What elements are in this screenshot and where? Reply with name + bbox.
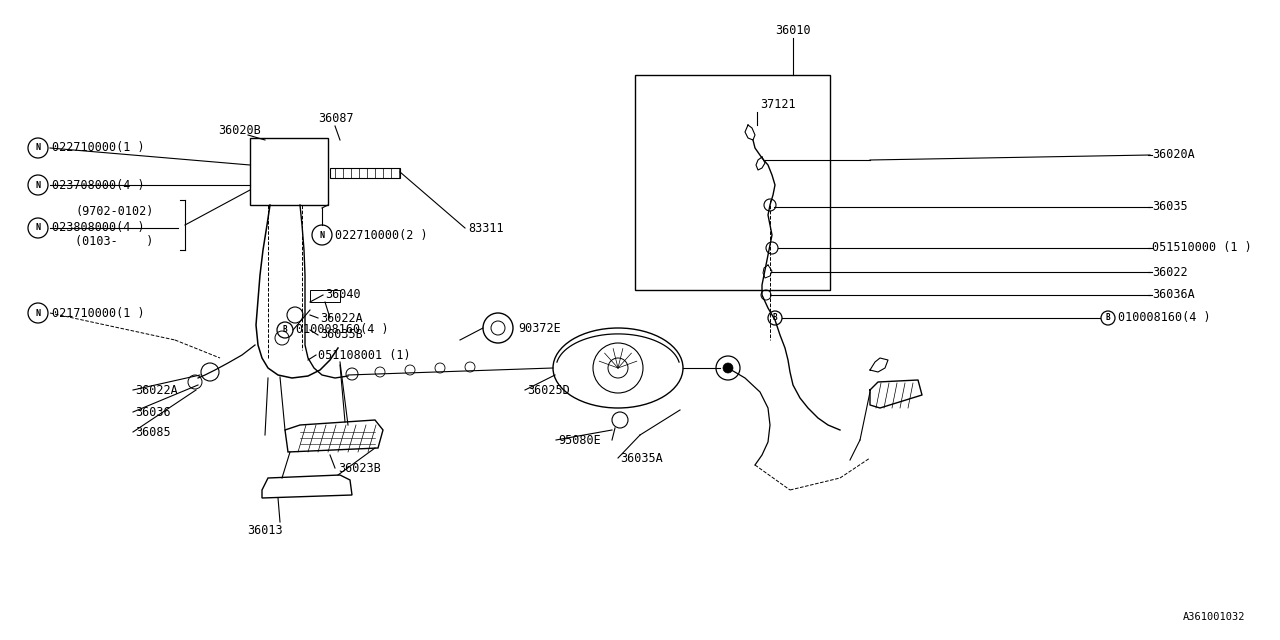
Text: 36013: 36013 xyxy=(247,524,283,536)
Text: 010008160(4 ): 010008160(4 ) xyxy=(296,323,389,337)
Text: 36087: 36087 xyxy=(317,111,353,125)
Text: 83311: 83311 xyxy=(468,221,503,234)
Text: 051510000 (1 ): 051510000 (1 ) xyxy=(1152,241,1252,255)
Text: 36035: 36035 xyxy=(1152,200,1188,214)
Text: (0103-    ): (0103- ) xyxy=(76,236,154,248)
Text: 021710000(1 ): 021710000(1 ) xyxy=(52,307,145,319)
Text: 051108001 (1): 051108001 (1) xyxy=(317,349,411,362)
Text: 36040: 36040 xyxy=(325,289,361,301)
Text: N: N xyxy=(36,308,41,317)
Text: B: B xyxy=(283,326,287,335)
Text: B: B xyxy=(773,314,777,323)
Text: 36035A: 36035A xyxy=(620,451,663,465)
Text: 36020A: 36020A xyxy=(1152,148,1194,161)
Text: 37121: 37121 xyxy=(760,99,796,111)
Circle shape xyxy=(723,363,733,373)
Text: A361001032: A361001032 xyxy=(1183,612,1245,622)
Text: N: N xyxy=(36,223,41,232)
Text: 36010: 36010 xyxy=(776,24,810,36)
Text: 90372E: 90372E xyxy=(518,321,561,335)
Text: 36035B: 36035B xyxy=(320,328,362,342)
Bar xyxy=(250,138,328,205)
Polygon shape xyxy=(285,420,383,452)
Text: 36022: 36022 xyxy=(1152,266,1188,278)
Text: N: N xyxy=(320,230,325,239)
Text: 36023B: 36023B xyxy=(338,461,380,474)
Text: N: N xyxy=(36,143,41,152)
Text: 36020B: 36020B xyxy=(218,124,261,136)
Text: 010008160(4 ): 010008160(4 ) xyxy=(1117,312,1211,324)
Bar xyxy=(635,75,829,290)
Text: 36036: 36036 xyxy=(134,406,170,419)
Bar xyxy=(330,168,399,178)
Text: 022710000(1 ): 022710000(1 ) xyxy=(52,141,145,154)
Text: 95080E: 95080E xyxy=(558,433,600,447)
Text: 36025D: 36025D xyxy=(527,383,570,397)
Text: 36036A: 36036A xyxy=(1152,289,1194,301)
Text: 023708000(4 ): 023708000(4 ) xyxy=(52,179,145,191)
Text: 36085: 36085 xyxy=(134,426,170,438)
Text: (9702-0102): (9702-0102) xyxy=(76,205,154,218)
Text: N: N xyxy=(36,180,41,189)
Bar xyxy=(310,290,340,302)
Text: 36022A: 36022A xyxy=(320,312,362,324)
Text: 022710000(2 ): 022710000(2 ) xyxy=(335,228,428,241)
Text: 36022A: 36022A xyxy=(134,383,178,397)
Text: B: B xyxy=(1106,314,1110,323)
Text: 023808000(4 ): 023808000(4 ) xyxy=(52,221,145,234)
Polygon shape xyxy=(262,475,352,498)
